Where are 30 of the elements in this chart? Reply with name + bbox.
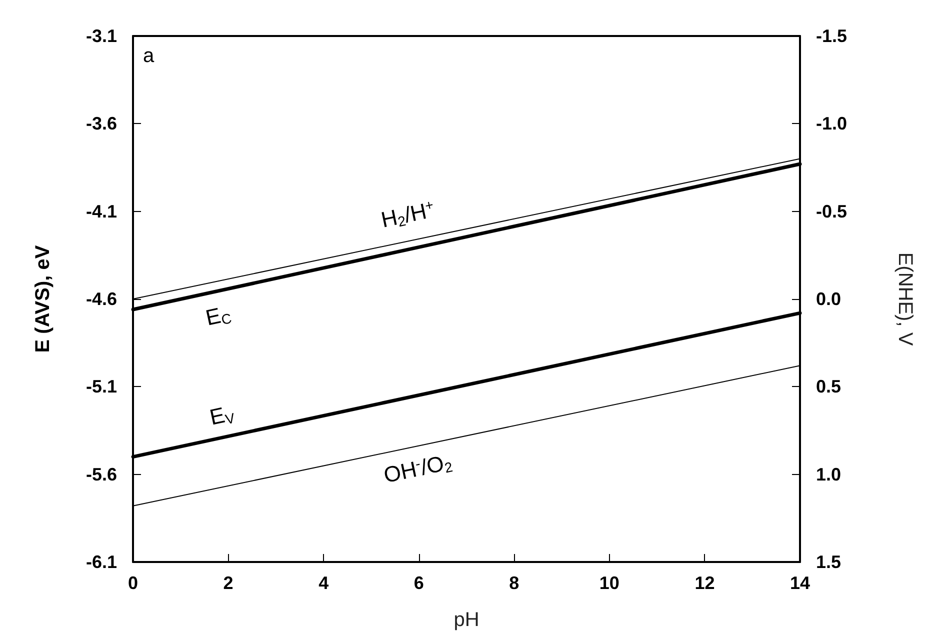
text: OH-/O2 xyxy=(381,450,454,488)
text: EC xyxy=(203,302,234,330)
y2-tick-label: -0.5 xyxy=(816,201,848,222)
x-axis-title: pH xyxy=(454,609,480,631)
y-tick-label: -6.1 xyxy=(86,552,117,572)
x-tick-label: 8 xyxy=(509,573,520,593)
y-tick-label: -5.1 xyxy=(86,376,117,397)
text: EV xyxy=(207,402,237,430)
y2-tick-label: 1.5 xyxy=(816,552,842,572)
y2-tick-label: 1.0 xyxy=(816,464,842,484)
y-tick-label: -4.6 xyxy=(86,289,117,309)
x-tick-label: 14 xyxy=(790,573,810,593)
y2-tick-label: 0.5 xyxy=(816,376,842,397)
x-tick-label: 12 xyxy=(694,573,715,593)
y-tick-label: -4.1 xyxy=(86,201,117,222)
y-tick-label: -3.1 xyxy=(86,26,117,46)
y-axis-title: E (AVS), eV xyxy=(32,244,54,353)
x-tick-label: 10 xyxy=(599,573,620,593)
x-tick-label: 0 xyxy=(128,573,138,593)
y-tick-label: -5.6 xyxy=(86,464,117,484)
y2-axis-title: E(NHE), V xyxy=(894,252,916,346)
x-tick-label: 6 xyxy=(414,573,424,593)
x-tick-label: 2 xyxy=(223,573,234,593)
annotation: a xyxy=(143,45,155,67)
y-tick-label: -3.6 xyxy=(86,114,117,134)
text: H2/H+ xyxy=(378,196,435,232)
y2-tick-label: -1.0 xyxy=(816,114,848,134)
y2-tick-label: -1.5 xyxy=(816,26,848,46)
y2-tick-label: 0.0 xyxy=(816,289,842,309)
x-tick-label: 4 xyxy=(318,573,329,593)
